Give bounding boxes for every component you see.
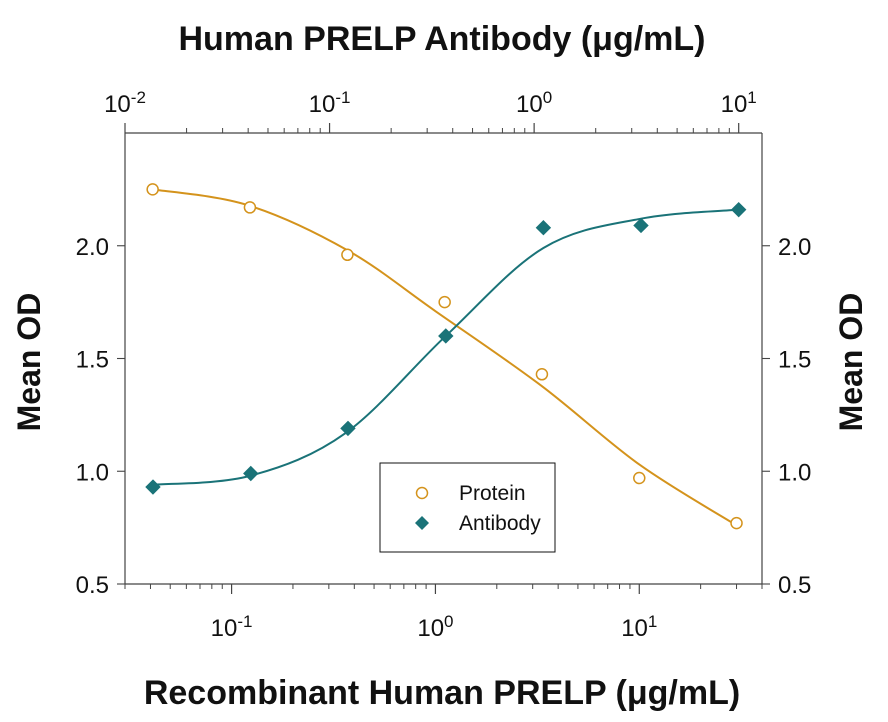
protein-point-2: [341, 248, 354, 262]
protein-point-0: [146, 183, 159, 196]
left-y-tick-label-2: 1.5: [76, 347, 109, 374]
protein-point-3: [438, 295, 451, 309]
top-x-tick-label-1: 10-1: [309, 88, 351, 119]
protein-point-5: [633, 471, 646, 485]
protein-point-6: [730, 516, 743, 530]
antibody-point-3: [438, 328, 454, 344]
right-y-tick-label-1: 1.0: [778, 459, 811, 486]
left-y-tick-label-0: 0.5: [76, 572, 109, 599]
points-layer: [145, 183, 747, 530]
y-axis-title-left: Mean OD: [11, 293, 47, 432]
top-x-tick-label-3: 101: [721, 88, 757, 119]
bottom-x-tick-label-0: 10-1: [211, 612, 253, 643]
legend-box: [379, 462, 556, 553]
protein-point-4: [535, 368, 549, 381]
antibody-point-2: [340, 420, 356, 437]
x-axis-title: Recombinant Human PRELP (μg/mL): [144, 674, 740, 712]
top-x-tick-label-2: 100: [516, 88, 552, 119]
top-x-tick-label-0: 10-2: [104, 88, 146, 119]
right-y-tick-label-0: 0.5: [778, 572, 811, 599]
chart-title: Human PRELP Antibody (μg/mL): [178, 20, 705, 58]
axes-layer: 0.5 0.5 1.0 1.0 1.5 1.5 2.0 2.0 10-1 100 101 10-2 10…: [76, 88, 812, 643]
antibody-point-6: [730, 201, 747, 218]
bottom-x-tick-label-1: 100: [417, 612, 453, 643]
y-axis-title-right: Mean OD: [833, 293, 869, 432]
antibody-point-5: [633, 217, 649, 234]
legend-protein-marker: [415, 486, 429, 500]
bottom-x-tick-label-2: 101: [621, 612, 657, 643]
antibody-point-4: [535, 220, 552, 236]
right-y-tick-label-2: 1.5: [778, 347, 811, 374]
antibody-fit-line: [152, 208, 739, 486]
legend-antibody-marker: [415, 516, 429, 530]
antibody-point-1: [243, 465, 259, 482]
protein-point-1: [243, 201, 257, 214]
antibody-point-0: [145, 479, 161, 495]
legend-antibody-label: Antibody: [459, 512, 541, 535]
left-y-tick-label-1: 1.0: [76, 459, 109, 486]
legend-protein-label: Protein: [459, 482, 526, 505]
right-y-tick-label-3: 2.0: [778, 234, 811, 261]
legend-layer: Protein Antibody: [379, 462, 556, 553]
left-y-tick-label-3: 2.0: [76, 234, 109, 261]
